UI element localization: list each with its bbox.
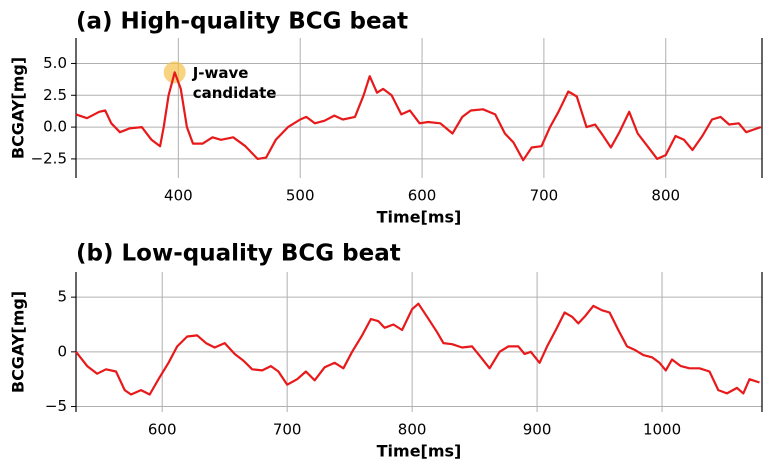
- x-tick-label: 700: [530, 187, 559, 205]
- x-tick-label: 800: [651, 187, 680, 205]
- annotation: candidate: [193, 84, 277, 102]
- x-tick-label: 600: [148, 421, 177, 439]
- x-tick-label: 900: [523, 421, 552, 439]
- data-line: [75, 302, 760, 396]
- y-axis-label: BCGAY[mg]: [9, 57, 28, 159]
- data-line: [75, 71, 762, 162]
- x-tick-label: 600: [408, 187, 437, 205]
- y-tick-label: −2.5: [31, 149, 67, 167]
- y-axis-label: BCGAY[mg]: [9, 291, 28, 393]
- x-tick-label: 700: [273, 421, 302, 439]
- x-tick-label: 1000: [643, 421, 681, 439]
- y-tick-label: 5: [57, 288, 67, 306]
- y-tick-label: −5: [45, 397, 67, 415]
- y-tick-label: 5.0: [43, 54, 67, 72]
- annotation: J-wave: [192, 64, 249, 82]
- x-tick-label: 400: [164, 187, 193, 205]
- y-tick-label: 0: [57, 342, 67, 360]
- chart-title: (a) High-quality BCG beat: [76, 9, 408, 35]
- y-tick-label: 2.5: [43, 86, 67, 104]
- x-axis-label: Time[ms]: [377, 442, 462, 461]
- chart-title: (b) Low-quality BCG beat: [76, 241, 401, 267]
- x-axis-label: Time[ms]: [377, 208, 462, 227]
- y-tick-label: 0.0: [43, 118, 67, 136]
- x-tick-label: 500: [286, 187, 315, 205]
- x-tick-label: 800: [398, 421, 427, 439]
